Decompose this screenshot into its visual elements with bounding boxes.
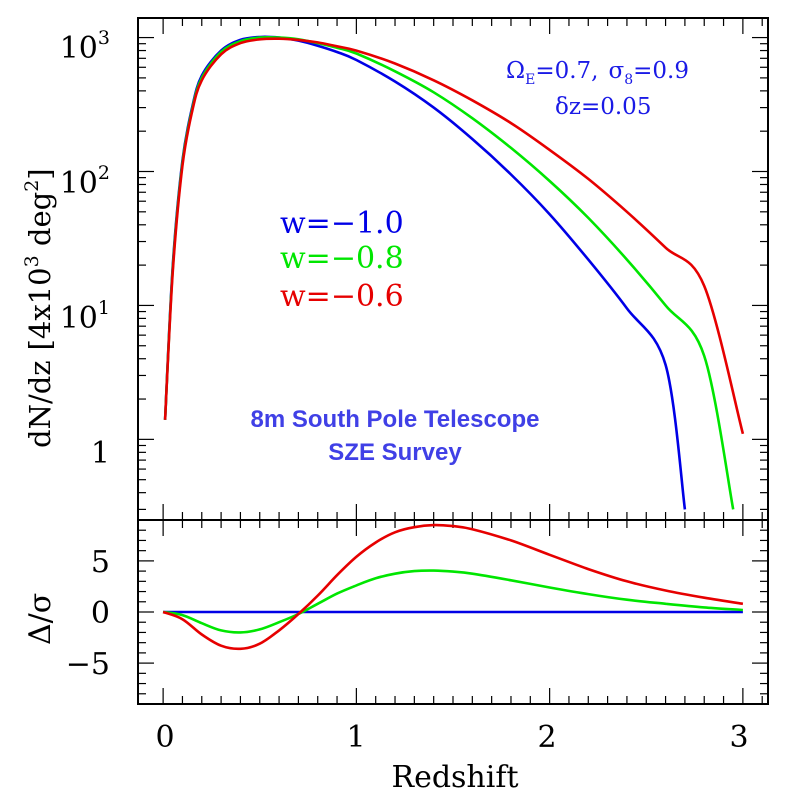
- y-tick-label-100: 102: [60, 162, 110, 201]
- residual-panel-curves: [162, 523, 744, 651]
- legend-w-minus-0-8: w=−0.8: [280, 241, 404, 276]
- x-tick-label-2: 2: [537, 720, 556, 755]
- legend-w-minus-1-0: w=−1.0: [280, 206, 404, 241]
- main-panel-ticks: [138, 18, 768, 520]
- redshift-bin-annotation: δz=0.05: [555, 94, 651, 120]
- residual-series-line-1: [162, 569, 743, 634]
- y-tick-label-1: 1: [91, 436, 110, 471]
- x-tick-label-0: 0: [155, 720, 174, 755]
- x-tick-label-1: 1: [346, 720, 365, 755]
- cosmology-parameters-annotation: ΩE=0.7, σ8=0.9: [506, 58, 689, 88]
- main-panel-curves: [163, 35, 745, 510]
- survey-title-line-1: 8m South Pole Telescope: [251, 406, 540, 433]
- residual-y-axis-label: Δ/σ: [23, 593, 58, 645]
- res-y-tick-label-0: 0: [91, 596, 110, 631]
- x-tick-label-3: 3: [729, 720, 748, 755]
- y-tick-label-1000: 103: [60, 27, 110, 66]
- y-tick-label-10: 101: [60, 297, 110, 336]
- survey-title-line-2: SZE Survey: [328, 439, 462, 466]
- main-y-axis-label: dN/dz[4x103 deg2]: [21, 168, 57, 448]
- res-y-tick-label-5: 5: [91, 545, 110, 580]
- x-axis-label: Redshift: [391, 760, 518, 795]
- legend-w-minus-0-6: w=−0.6: [280, 279, 404, 314]
- res-y-tick-label-minus-5: −5: [66, 647, 110, 682]
- residual-series-line-2: [162, 523, 744, 651]
- residual-panel-ticks: [138, 520, 768, 704]
- main-series-line-2: [163, 37, 745, 435]
